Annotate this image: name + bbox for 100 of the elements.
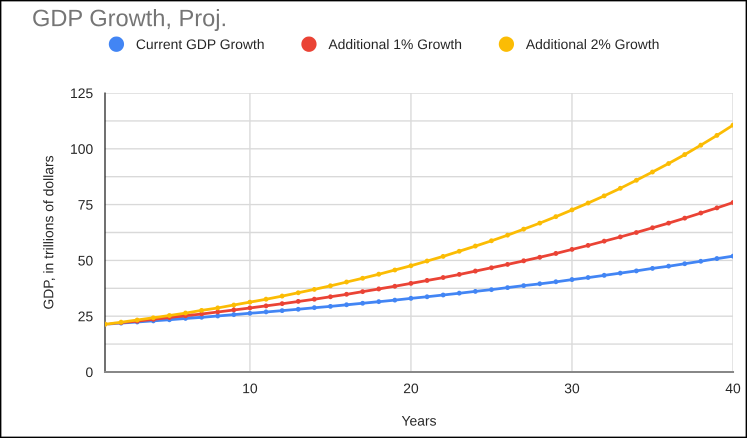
point (602, 238, 607, 244)
point (698, 142, 704, 148)
point (376, 272, 382, 277)
point (602, 193, 607, 198)
point (360, 300, 366, 306)
point (489, 265, 494, 270)
point (682, 216, 688, 221)
point (553, 214, 558, 220)
point (408, 280, 414, 286)
point (634, 178, 639, 183)
point (296, 299, 301, 304)
point (392, 268, 398, 272)
point (586, 275, 591, 280)
point (650, 266, 655, 271)
point (682, 152, 688, 158)
point (344, 280, 349, 284)
point (247, 310, 252, 316)
point (618, 234, 623, 240)
x-axis-title: Years (402, 416, 436, 426)
point (264, 296, 268, 302)
point (618, 186, 623, 191)
point (682, 261, 688, 266)
x-tick-label: 30 (564, 383, 580, 394)
point (505, 285, 510, 290)
point (424, 258, 430, 264)
line-series (105, 200, 733, 327)
point (666, 220, 672, 226)
point (472, 288, 478, 294)
legend-label: Additional 2% Growth (526, 38, 659, 50)
point (424, 278, 430, 283)
y-tick-label: 25 (78, 312, 93, 322)
point (376, 286, 382, 292)
x-tick-label: 10 (243, 383, 258, 394)
x-tick-label: 20 (404, 383, 418, 394)
point (650, 225, 655, 230)
point (328, 304, 333, 309)
point (521, 283, 526, 288)
point (408, 296, 414, 301)
point (296, 290, 301, 296)
point (247, 300, 252, 305)
point (505, 232, 510, 238)
point (231, 302, 236, 308)
point (424, 294, 430, 300)
point (199, 308, 204, 313)
point (392, 284, 398, 289)
point (472, 268, 478, 274)
point (328, 283, 333, 288)
point (264, 304, 268, 308)
point (602, 272, 607, 278)
y-tick-label: 0 (86, 367, 93, 378)
point (264, 310, 268, 314)
y-tick-label: 75 (78, 200, 93, 210)
point (586, 243, 591, 248)
point (698, 258, 704, 264)
point (505, 262, 510, 267)
point (537, 220, 542, 226)
point (312, 296, 317, 302)
point (440, 254, 446, 259)
point (296, 306, 301, 312)
point (714, 206, 720, 210)
point (489, 287, 494, 292)
line-series (105, 122, 733, 327)
point (231, 308, 236, 312)
point (215, 310, 220, 314)
point (344, 292, 349, 297)
point (666, 161, 672, 166)
legend-label: Additional 1% Growth (328, 38, 462, 50)
point (472, 244, 478, 249)
point (440, 275, 446, 280)
point (618, 270, 623, 276)
point (360, 289, 366, 294)
point (570, 277, 574, 282)
point (183, 310, 188, 316)
point (521, 258, 526, 264)
point (344, 302, 349, 308)
point (634, 230, 639, 235)
point (570, 247, 574, 252)
point (231, 312, 236, 318)
point (392, 298, 398, 303)
point (666, 264, 672, 269)
point (698, 210, 704, 216)
point (215, 306, 220, 310)
point (280, 301, 285, 306)
point (328, 294, 333, 300)
point (537, 281, 542, 286)
point (537, 254, 542, 260)
point (408, 263, 414, 268)
point (650, 170, 655, 174)
point (360, 276, 366, 281)
point (312, 286, 317, 292)
point (376, 299, 382, 304)
point (456, 272, 462, 277)
point (553, 251, 558, 256)
x-tick-label: 40 (726, 383, 740, 394)
point (280, 294, 285, 299)
point (570, 208, 574, 212)
y-tick-label: 50 (78, 256, 93, 266)
point (586, 200, 591, 206)
point (634, 268, 639, 274)
point (714, 256, 720, 262)
